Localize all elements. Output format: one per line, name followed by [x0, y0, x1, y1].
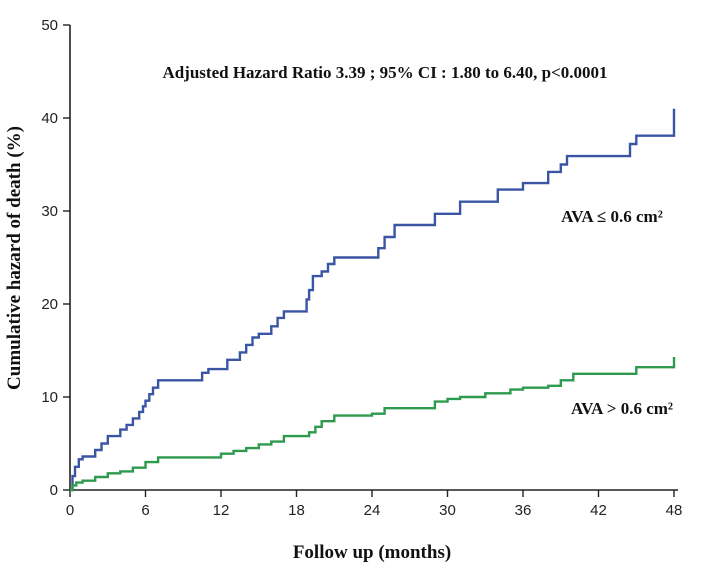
y-tick-label: 50 — [41, 17, 58, 34]
x-tick-label: 0 — [66, 502, 74, 519]
x-ticks: 0 6 12 18 24 30 36 42 48 — [66, 490, 683, 519]
y-tick-label: 20 — [41, 296, 58, 313]
x-tick-label: 42 — [590, 502, 607, 519]
series-line-ava-small — [70, 108, 676, 492]
x-axis: 0 6 12 18 24 30 36 42 48 — [66, 489, 683, 519]
y-axis: 0 10 20 30 40 50 — [41, 17, 71, 499]
series-layer — [70, 108, 676, 492]
x-tick-label: 36 — [515, 502, 532, 519]
x-tick-label: 12 — [213, 502, 230, 519]
y-axis-title: Cumulative hazard of death (%) — [4, 126, 25, 390]
x-tick-label: 48 — [666, 502, 683, 519]
x-axis-title: Follow up (months) — [293, 542, 451, 563]
x-tick-label: 30 — [439, 502, 456, 519]
series-line-ava-large — [70, 357, 676, 492]
x-tick-label: 18 — [288, 502, 305, 519]
x-tick-label: 24 — [364, 502, 381, 519]
hazard-ratio-annotation: Adjusted Hazard Ratio 3.39 ; 95% CI : 1.… — [162, 63, 607, 82]
x-tick-label: 6 — [141, 502, 149, 519]
y-tick-label: 40 — [41, 110, 58, 127]
y-tick-label: 0 — [50, 482, 58, 499]
y-ticks: 0 10 20 30 40 50 — [41, 17, 70, 499]
series-label-ava-small: AVA ≤ 0.6 cm² — [561, 207, 663, 226]
y-tick-label: 10 — [41, 389, 58, 406]
y-tick-label: 30 — [41, 203, 58, 220]
series-label-ava-large: AVA > 0.6 cm² — [571, 399, 673, 418]
